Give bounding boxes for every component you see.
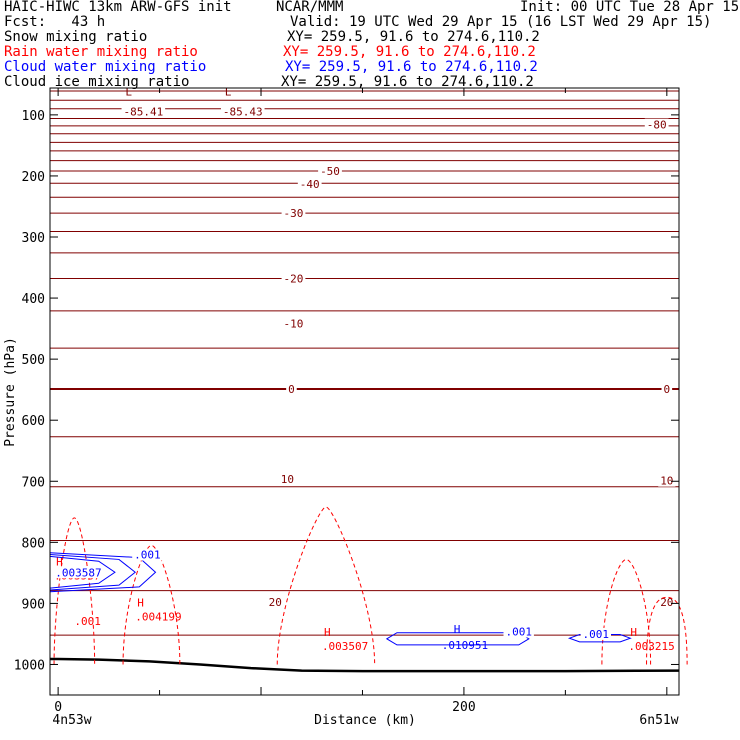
x-axis-label: Distance (km) (314, 713, 416, 728)
field-cloud-water-xy: XY= 259.5, 91.6 to 274.6,110.2 (285, 59, 538, 75)
y-tick-label: 100 (22, 109, 45, 124)
label-mask (286, 383, 297, 396)
x-tick-label: 0 (54, 700, 62, 715)
cloud-contour (567, 634, 632, 643)
rain-contour (122, 544, 181, 665)
terrain-line (50, 657, 680, 673)
contour-label: -10 (284, 318, 304, 331)
contour-label: 20 (660, 596, 673, 609)
field-snow-xy: XY= 259.5, 91.6 to 274.6,110.2 (287, 29, 540, 45)
y-tick-label: 700 (22, 475, 45, 490)
label-mask (220, 105, 265, 118)
right-end-label: 6n51w (639, 713, 678, 728)
x-tick-label: 200 (452, 700, 475, 715)
rain-max-value: .003507 (322, 640, 368, 653)
cloud-contour (385, 632, 530, 646)
header-left: HAIC-HIWC 13km ARW-GFS init Fcst: 43 h Sno… (4, 0, 232, 90)
label-mask (580, 627, 612, 640)
contour-label: 0 (288, 383, 295, 396)
rain-contour (601, 558, 652, 665)
rain-max-value: .004199 (135, 611, 181, 624)
rain-max-marker: H (630, 626, 637, 639)
y-tick-label: 500 (22, 353, 45, 368)
cloud-max-value: .010951 (442, 639, 488, 652)
label-mask (503, 625, 534, 638)
contour-label: .001 (583, 628, 610, 641)
contour-label: .003587 (55, 566, 101, 579)
contour-label: .001 (134, 549, 161, 562)
forecast-hour: Fcst: 43 h (4, 14, 106, 30)
label-mask (661, 383, 673, 396)
contour-label: -85.43 (223, 105, 263, 118)
contour-label: 10 (281, 473, 294, 486)
contour-label: -80 (647, 119, 667, 132)
label-mask (318, 165, 342, 178)
rain-max-marker: H (137, 597, 144, 610)
field-rain-name: Rain water mixing ratio (4, 44, 198, 60)
label-mask (297, 177, 322, 190)
low-marker: L (125, 85, 132, 98)
label-mask (644, 118, 669, 131)
label-mask (281, 207, 306, 220)
model-title: HAIC-HIWC 13km ARW-GFS init (4, 0, 232, 15)
label-mask (281, 272, 306, 285)
rain-max-marker: H (324, 626, 331, 639)
init-time: Init: 00 UTC Tue 28 Apr 15 (520, 0, 740, 15)
rain-contour-label: .001 (74, 615, 101, 628)
y-tick-label: 400 (22, 292, 45, 307)
y-tick-label: 800 (22, 536, 45, 551)
cloud-contour (49, 554, 137, 591)
label-mask (281, 317, 306, 330)
y-axis-label: Pressure (hPa) (3, 337, 18, 447)
label-mask (121, 105, 166, 118)
contour-label: 0 (664, 383, 671, 396)
label-mask (278, 472, 296, 485)
field-cloud-ice-xy: XY= 259.5, 91.6 to 274.6,110.2 (281, 74, 534, 90)
contour-label: -40 (300, 178, 320, 191)
contour-label: -20 (284, 273, 304, 286)
low-marker: L (225, 85, 232, 98)
field-snow-name: Snow mixing ratio (4, 29, 148, 45)
label-mask (53, 566, 104, 579)
contour-label: .001 (505, 625, 532, 638)
y-tick-label: 600 (22, 414, 45, 429)
y-tick-label: 900 (22, 597, 45, 612)
rain-contour (53, 517, 96, 665)
label-mask (658, 474, 676, 487)
field-cloud-ice-name: Cloud ice mixing ratio (4, 74, 190, 90)
rain-max-marker: H (56, 556, 63, 569)
left-end-label: 4n53w (52, 713, 91, 728)
contour-label: -85.41 (123, 105, 163, 118)
contour-label: -50 (320, 165, 340, 178)
y-tick-label: 200 (22, 170, 45, 185)
cloud-contour (49, 555, 116, 589)
valid-time: Valid: 19 UTC Wed 29 Apr 15 (16 LST Wed … (290, 14, 712, 30)
rain-contour (276, 506, 376, 665)
contour-label: -30 (284, 207, 304, 220)
plot-frame (49, 87, 680, 696)
y-tick-label: 300 (22, 231, 45, 246)
cloud-contour (49, 552, 157, 593)
label-mask (658, 596, 676, 609)
contour-label: 20 (269, 596, 282, 609)
label-mask (132, 548, 163, 561)
label-mask (266, 596, 284, 609)
rain-max-value: .003215 (628, 640, 674, 653)
rain-contour (646, 596, 688, 665)
org-label: NCAR/MMM (276, 0, 344, 15)
field-cloud-water-name: Cloud water mixing ratio (4, 59, 207, 75)
cloud-max-marker: H (454, 623, 461, 636)
contour-label: 10 (660, 475, 673, 488)
field-rain-xy: XY= 259.5, 91.6 to 274.6,110.2 (283, 44, 536, 60)
y-tick-label: 1000 (14, 658, 45, 673)
